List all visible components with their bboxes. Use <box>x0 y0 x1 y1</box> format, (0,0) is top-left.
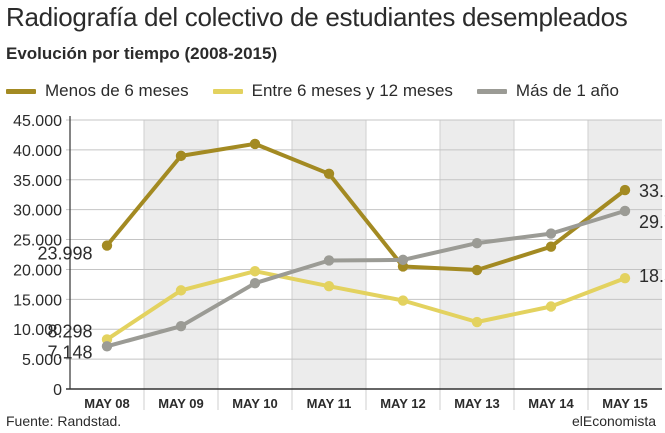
series-line <box>105 269 627 342</box>
legend-item-entre-6-y-12-meses: Entre 6 meses y 12 meses <box>212 81 453 101</box>
category-band <box>144 120 218 389</box>
source-note: Fuente: Randstad. <box>6 413 122 429</box>
data-point <box>323 255 335 266</box>
series-line <box>105 208 627 349</box>
data-point <box>471 237 483 249</box>
y-tick-label: 45.000 <box>13 113 62 130</box>
data-point <box>619 272 631 284</box>
y-tick-label: 30.000 <box>13 203 62 220</box>
brand-name: elEconomista <box>571 413 656 429</box>
legend-label: Menos de 6 meses <box>45 81 189 100</box>
data-point <box>471 316 483 328</box>
x-tick-label: MAY 09 <box>158 396 204 410</box>
data-point <box>323 280 335 292</box>
series-line <box>105 141 627 272</box>
y-tick-label: 25.000 <box>13 233 62 250</box>
data-point <box>397 295 409 306</box>
category-band <box>588 120 662 389</box>
category-band <box>440 120 514 389</box>
chart-legend: Menos de 6 meses Entre 6 meses y 12 mese… <box>6 78 643 104</box>
legend-swatch <box>476 88 507 94</box>
y-tick-label: 5.000 <box>22 352 62 369</box>
x-tick-label: MAY 10 <box>232 396 278 410</box>
data-point <box>249 266 261 277</box>
data-label: 23.998 <box>37 244 92 264</box>
y-tick-label: 0 <box>53 382 62 399</box>
y-tick-label: 15.000 <box>13 292 62 309</box>
x-tick-label: MAY 11 <box>307 396 352 410</box>
x-tick-label: MAY 08 <box>84 396 130 410</box>
data-point <box>249 277 261 289</box>
data-point <box>101 240 113 251</box>
data-point <box>101 341 113 352</box>
data-point <box>545 241 557 252</box>
x-tick-label: MAY 14 <box>528 396 574 410</box>
data-label: 18.540 <box>639 266 665 286</box>
data-point <box>175 150 187 162</box>
data-point <box>619 184 631 196</box>
data-point <box>545 228 557 239</box>
category-band <box>292 120 366 389</box>
data-point <box>323 168 335 179</box>
data-label: 33.272 <box>639 181 665 201</box>
x-tick-label: MAY 15 <box>602 396 648 410</box>
y-tick-label: 20.000 <box>13 262 62 279</box>
y-tick-label: 10.000 <box>13 322 62 339</box>
x-tick-label: MAY 13 <box>454 396 500 410</box>
legend-label: Entre 6 meses y 12 meses <box>251 81 453 100</box>
legend-swatch <box>212 88 243 94</box>
data-point <box>175 285 187 296</box>
data-label: 8.298 <box>47 321 92 341</box>
legend-swatch <box>6 88 36 94</box>
y-tick-label: 35.000 <box>13 173 62 190</box>
data-point <box>471 264 483 276</box>
data-point <box>619 205 631 217</box>
data-point <box>397 254 409 266</box>
legend-item-menos-de-6-meses: Menos de 6 meses <box>6 81 189 101</box>
data-point <box>175 321 187 332</box>
line-chart: 0 5.000 10.000 15.000 20.000 25.000 30.000 35.0… <box>13 113 665 410</box>
legend-item-mas-de-1-ano: Más de 1 año <box>476 81 619 101</box>
x-tick-label: MAY 12 <box>380 396 426 410</box>
data-label: 29.786 <box>639 212 665 232</box>
chart-subtitle: Evolución por tiempo (2008-2015) <box>6 44 278 63</box>
legend-label: Más de 1 año <box>515 81 619 100</box>
data-point <box>249 138 261 150</box>
data-label: 7.148 <box>47 342 92 362</box>
chart-title: Radiografía del colectivo de estudiantes… <box>6 2 628 32</box>
data-point <box>545 301 557 312</box>
y-tick-label: 40.000 <box>13 143 62 160</box>
